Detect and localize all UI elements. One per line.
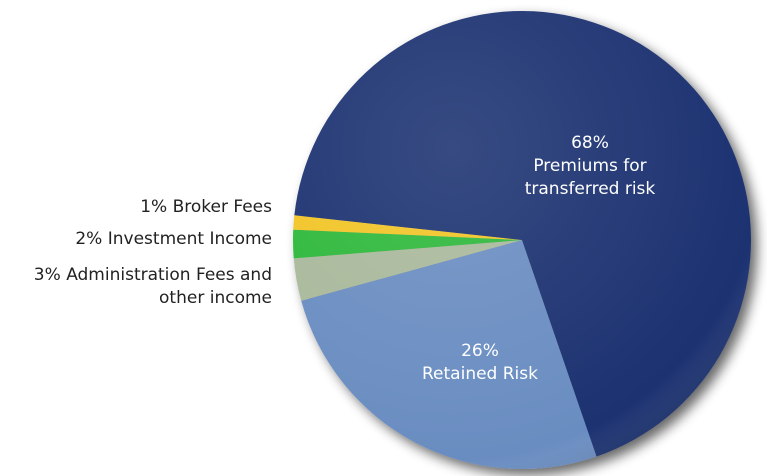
gloss — [293, 11, 751, 469]
category-label: Premiums for transferred risk — [524, 156, 656, 199]
slice-label: 2% Investment Income — [0, 228, 272, 251]
slice-label: 26% Retained Risk — [390, 340, 570, 386]
category-label: Retained Risk — [422, 364, 538, 384]
value-label: 3% — [33, 265, 61, 285]
value-label: 68% — [571, 133, 609, 153]
category-label: Investment Income — [107, 229, 272, 249]
slice-label: 3% Administration Fees and other income — [0, 264, 272, 310]
category-label: Administration Fees and other income — [66, 265, 272, 308]
value-label: 2% — [75, 229, 103, 249]
value-label: 1% — [140, 197, 168, 217]
category-label: Broker Fees — [172, 197, 272, 217]
value-label: 26% — [461, 341, 499, 361]
slice-label: 1% Broker Fees — [0, 196, 272, 219]
slice-label: 68% Premiums for transferred risk — [490, 132, 690, 201]
